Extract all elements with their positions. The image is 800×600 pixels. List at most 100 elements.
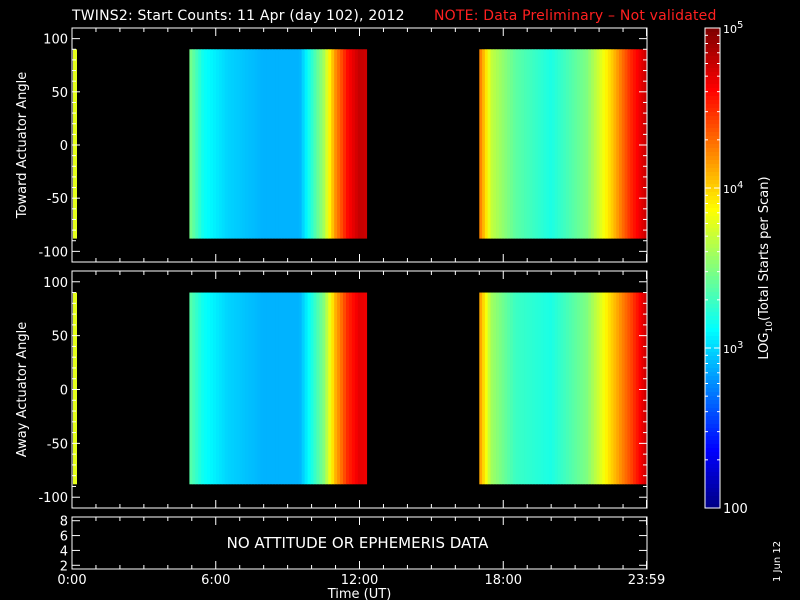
heatmap-column — [577, 49, 581, 239]
heatmap-column — [198, 292, 202, 485]
heatmap-column — [621, 292, 626, 485]
colorbar-band — [705, 56, 720, 61]
heatmap-column — [582, 49, 586, 239]
colorbar-band — [705, 396, 720, 401]
heatmap-column — [295, 292, 300, 485]
heatmap-column — [535, 292, 539, 485]
heatmap-column — [201, 49, 205, 239]
colorbar-band — [705, 324, 720, 329]
heatmap-column — [292, 292, 297, 485]
heatmap-column — [360, 292, 365, 485]
heatmap-column — [602, 292, 606, 485]
heatmap-column — [619, 49, 623, 239]
heatmap-column — [337, 292, 341, 485]
heatmap-column — [644, 49, 648, 239]
heatmap-column — [313, 292, 317, 485]
heatmap-column — [307, 292, 311, 485]
colorbar-band — [705, 404, 720, 409]
heatmap-column — [346, 49, 350, 239]
colorbar-band — [705, 64, 720, 69]
heatmap-column — [283, 49, 288, 239]
colorbar-band — [705, 372, 720, 377]
heatmap-column — [207, 292, 211, 485]
heatmap-column — [518, 292, 522, 485]
heatmap-column — [198, 49, 202, 239]
colorbar-band — [705, 416, 720, 421]
heatmap-column — [512, 49, 517, 239]
heatmap-column — [221, 49, 226, 239]
colorbar-band — [705, 84, 720, 89]
heatmap-column — [298, 292, 303, 485]
colorbar-band — [705, 352, 720, 357]
heatmap-column — [602, 49, 606, 239]
colorbar-band — [705, 224, 720, 229]
xtick-label: 23:59 — [628, 573, 665, 588]
heatmap-column — [230, 292, 235, 485]
colorbar-band — [705, 456, 720, 461]
colorbar-band — [705, 152, 720, 157]
colorbar-band — [705, 220, 720, 225]
heatmap-column — [510, 49, 514, 239]
heatmap-column — [557, 49, 561, 239]
colorbar-band — [705, 292, 720, 297]
heatmap-column — [535, 49, 539, 239]
heatmap-column — [515, 292, 519, 485]
heatmap-column — [215, 292, 220, 485]
heatmap-column — [591, 292, 595, 485]
colorbar-band — [705, 204, 720, 209]
heatmap-column — [269, 49, 273, 239]
heatmap-column — [515, 49, 519, 239]
ytick-label: 4 — [60, 544, 68, 559]
colorbar-tick-exp: 4 — [737, 180, 743, 191]
heatmap-column — [593, 49, 598, 239]
heatmap-column — [526, 292, 531, 485]
colorbar-band — [705, 244, 720, 249]
heatmap-column — [357, 292, 362, 485]
heatmap-column — [504, 292, 508, 485]
xtick-label: 12:00 — [341, 573, 378, 588]
heatmap-column — [289, 292, 294, 485]
heatmap-column — [479, 292, 483, 485]
y-axis-label: Away Actuator Angle — [15, 322, 30, 457]
heatmap-column — [286, 49, 291, 239]
heatmap-column — [354, 292, 359, 485]
heatmap-column — [621, 49, 626, 239]
heatmap-column — [482, 49, 486, 239]
colorbar-band — [705, 140, 720, 145]
heatmap-column — [213, 49, 217, 239]
colorbar-band — [705, 460, 720, 465]
heatmap-column — [582, 292, 586, 485]
heatmap-column — [560, 292, 564, 485]
heatmap-column — [546, 49, 550, 239]
heatmap-column — [334, 49, 338, 239]
colorbar-band — [705, 344, 720, 349]
heatmap-column — [328, 292, 332, 485]
heatmap-column — [546, 292, 550, 485]
colorbar-band — [705, 484, 720, 489]
heatmap-column — [363, 49, 368, 239]
colorbar-band — [705, 488, 720, 493]
colorbar-band — [705, 336, 720, 341]
colorbar-band — [705, 116, 720, 121]
heatmap-column — [298, 49, 303, 239]
heatmap-column — [507, 49, 511, 239]
x-axis-label: Time (UT) — [327, 587, 392, 600]
heatmap-column — [498, 49, 503, 239]
heatmap-column — [630, 49, 634, 239]
colorbar-band — [705, 376, 720, 381]
colorbar-band — [705, 480, 720, 485]
colorbar-band — [705, 392, 720, 397]
heatmap-column — [616, 49, 620, 239]
heatmap-column — [340, 292, 344, 485]
heatmap-column — [585, 292, 589, 485]
heatmap-column — [254, 49, 258, 239]
colorbar-band — [705, 320, 720, 325]
heatmap-column — [638, 49, 642, 239]
colorbar-band — [705, 124, 720, 129]
colorbar-band — [705, 120, 720, 125]
heatmap-column — [295, 49, 300, 239]
heatmap-column — [537, 49, 542, 239]
colorbar-tick-exp: 3 — [737, 340, 743, 351]
colorbar-band — [705, 428, 720, 433]
